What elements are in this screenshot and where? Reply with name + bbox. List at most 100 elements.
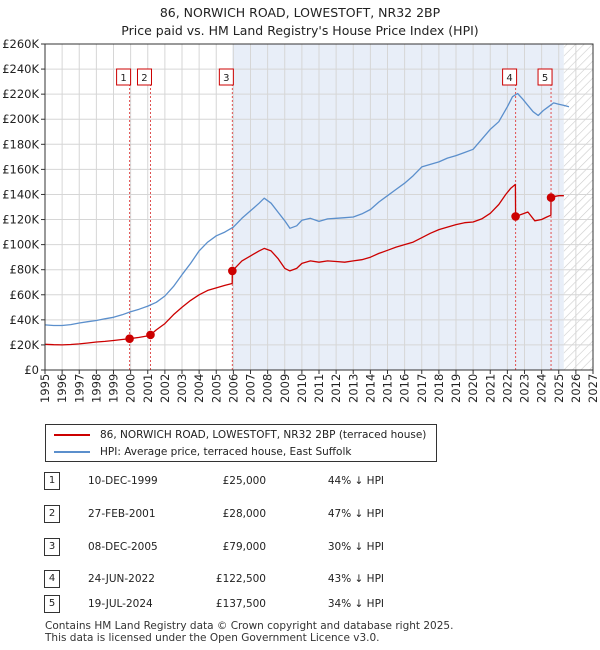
x-tick-label: 2022 (500, 374, 514, 403)
x-tick-label: 2000 (124, 374, 138, 403)
sale-number-badge: 2 (44, 505, 60, 523)
x-tick-label: 2023 (518, 374, 532, 403)
legend: 86, NORWICH ROAD, LOWESTOFT, NR32 2BP (t… (45, 424, 437, 462)
y-tick-label: £80K (10, 263, 40, 277)
sale-label-box (502, 68, 518, 86)
footer-copyright: Contains HM Land Registry data © Crown c… (45, 620, 454, 632)
sale-date: 19-JUL-2024 (88, 598, 153, 610)
y-tick-label: £60K (10, 288, 40, 302)
x-tick-label: 2019 (449, 374, 463, 403)
footer-licence: This data is licensed under the Open Gov… (45, 632, 380, 644)
x-tick-label: 2001 (141, 374, 155, 403)
table-row: 1 10-DEC-1999 £25,000 44% ↓ HPI (44, 472, 464, 490)
sale-price: £137,500 (215, 598, 266, 610)
x-tick-label: 1995 (38, 374, 52, 403)
table-row: 5 19-JUL-2024 £137,500 34% ↓ HPI (44, 595, 464, 613)
x-tick-label: 2006 (226, 374, 240, 403)
table-row: 2 27-FEB-2001 £28,000 47% ↓ HPI (44, 505, 464, 523)
x-tick-label: 2005 (209, 374, 223, 403)
sale-label-box (116, 68, 132, 86)
x-tick-label: 2013 (346, 374, 360, 403)
sale-hpi-diff: 34% ↓ HPI (327, 598, 384, 610)
sale-number-badge: 3 (44, 538, 60, 556)
sale-label-number: 2 (141, 73, 147, 84)
x-tick-label: 2011 (312, 374, 326, 403)
sale-label-number: 4 (506, 73, 512, 84)
legend-item-property: 86, NORWICH ROAD, LOWESTOFT, NR32 2BP (t… (54, 427, 426, 443)
x-tick-label: 2007 (244, 374, 258, 403)
sale-label-box (136, 68, 152, 86)
x-tick-label: 2012 (329, 374, 343, 403)
sale-price: £79,000 (222, 541, 266, 553)
legend-label-property: 86, NORWICH ROAD, LOWESTOFT, NR32 2BP (t… (100, 429, 427, 441)
y-tick-label: £140K (2, 187, 39, 201)
y-tick-label: £160K (2, 162, 39, 176)
x-tick-label: 2003 (175, 374, 189, 403)
y-tick-label: £120K (2, 213, 39, 227)
sale-number-labels: 1 2 3 4 5 (116, 68, 553, 86)
shaded-ownership-region (232, 44, 564, 370)
x-tick-label: 2024 (535, 374, 549, 403)
x-tick-label: 2027 (586, 374, 600, 403)
sale-number-badge: 1 (44, 472, 60, 490)
sale-label-box (218, 68, 234, 86)
x-tick-label: 2016 (398, 374, 412, 403)
x-tick-label: 2018 (432, 374, 446, 403)
x-tick-label: 1996 (55, 374, 69, 403)
sale-date: 27-FEB-2001 (88, 508, 156, 520)
x-tick-label: 2026 (569, 374, 583, 403)
y-tick-label: £260K (2, 37, 39, 51)
sale-number-badge: 4 (44, 570, 60, 588)
sale-hpi-diff: 44% ↓ HPI (327, 475, 384, 487)
legend-swatch-hpi (54, 451, 90, 453)
x-tick-label: 2010 (295, 374, 309, 403)
x-tick-label: 2009 (278, 374, 292, 403)
sale-date: 10-DEC-1999 (88, 475, 158, 487)
sale-price: £25,000 (222, 475, 266, 487)
x-tick-label: 2002 (158, 374, 172, 403)
chart-title: 86, NORWICH ROAD, LOWESTOFT, NR32 2BP Pr… (0, 4, 600, 40)
y-tick-label: £220K (2, 87, 39, 101)
y-tick-label: £180K (2, 137, 39, 151)
x-tick-label: 2017 (415, 374, 429, 403)
x-tick-label: 2008 (261, 374, 275, 403)
chart-title-line2: Price paid vs. HM Land Registry's House … (121, 23, 479, 38)
sale-label-number: 5 (542, 73, 548, 84)
x-tick-label: 1999 (107, 374, 121, 403)
footer: Contains HM Land Registry data © Crown c… (45, 620, 453, 644)
sale-price: £28,000 (222, 508, 266, 520)
legend-item-hpi: HPI: Average price, terraced house, East… (54, 444, 351, 460)
x-tick-label: 2025 (552, 374, 566, 403)
x-tick-label: 1998 (89, 374, 103, 403)
sale-points (125, 193, 556, 343)
sale-point (511, 212, 520, 221)
series-lines (44, 92, 570, 346)
x-tick-label: 2020 (466, 374, 480, 403)
sale-point (228, 266, 237, 276)
sale-label-box (537, 68, 553, 86)
y-tick-label: £100K (2, 238, 39, 252)
axes: £0 £20K £40K £60K £80K £100K £120K £140K £160K £1… (2, 37, 600, 403)
legend-swatch-property (54, 434, 90, 436)
sale-number-badge: 5 (44, 595, 60, 613)
series-line-hpi (44, 92, 570, 327)
sale-date: 24-JUN-2022 (88, 573, 155, 585)
x-tick-label: 2004 (192, 374, 206, 403)
x-tick-label: 1997 (72, 374, 86, 403)
sale-point (125, 334, 134, 343)
y-tick-label: £20K (10, 338, 40, 352)
x-tick-label: 2021 (483, 374, 497, 403)
projection-hatch-region (563, 44, 593, 370)
sale-hpi-diff: 30% ↓ HPI (327, 541, 384, 553)
y-tick-label: £240K (2, 62, 39, 76)
table-row: 4 24-JUN-2022 £122,500 43% ↓ HPI (44, 570, 464, 588)
sale-label-number: 3 (223, 73, 229, 84)
y-tick-label: £200K (2, 112, 39, 126)
table-row: 3 08-DEC-2005 £79,000 30% ↓ HPI (44, 538, 464, 556)
legend-label-hpi: HPI: Average price, terraced house, East… (100, 446, 352, 458)
series-line-property (44, 183, 564, 346)
y-tick-label: £0 (24, 363, 39, 377)
sale-date: 08-DEC-2005 (88, 541, 158, 553)
x-tick-label: 2015 (381, 374, 395, 403)
